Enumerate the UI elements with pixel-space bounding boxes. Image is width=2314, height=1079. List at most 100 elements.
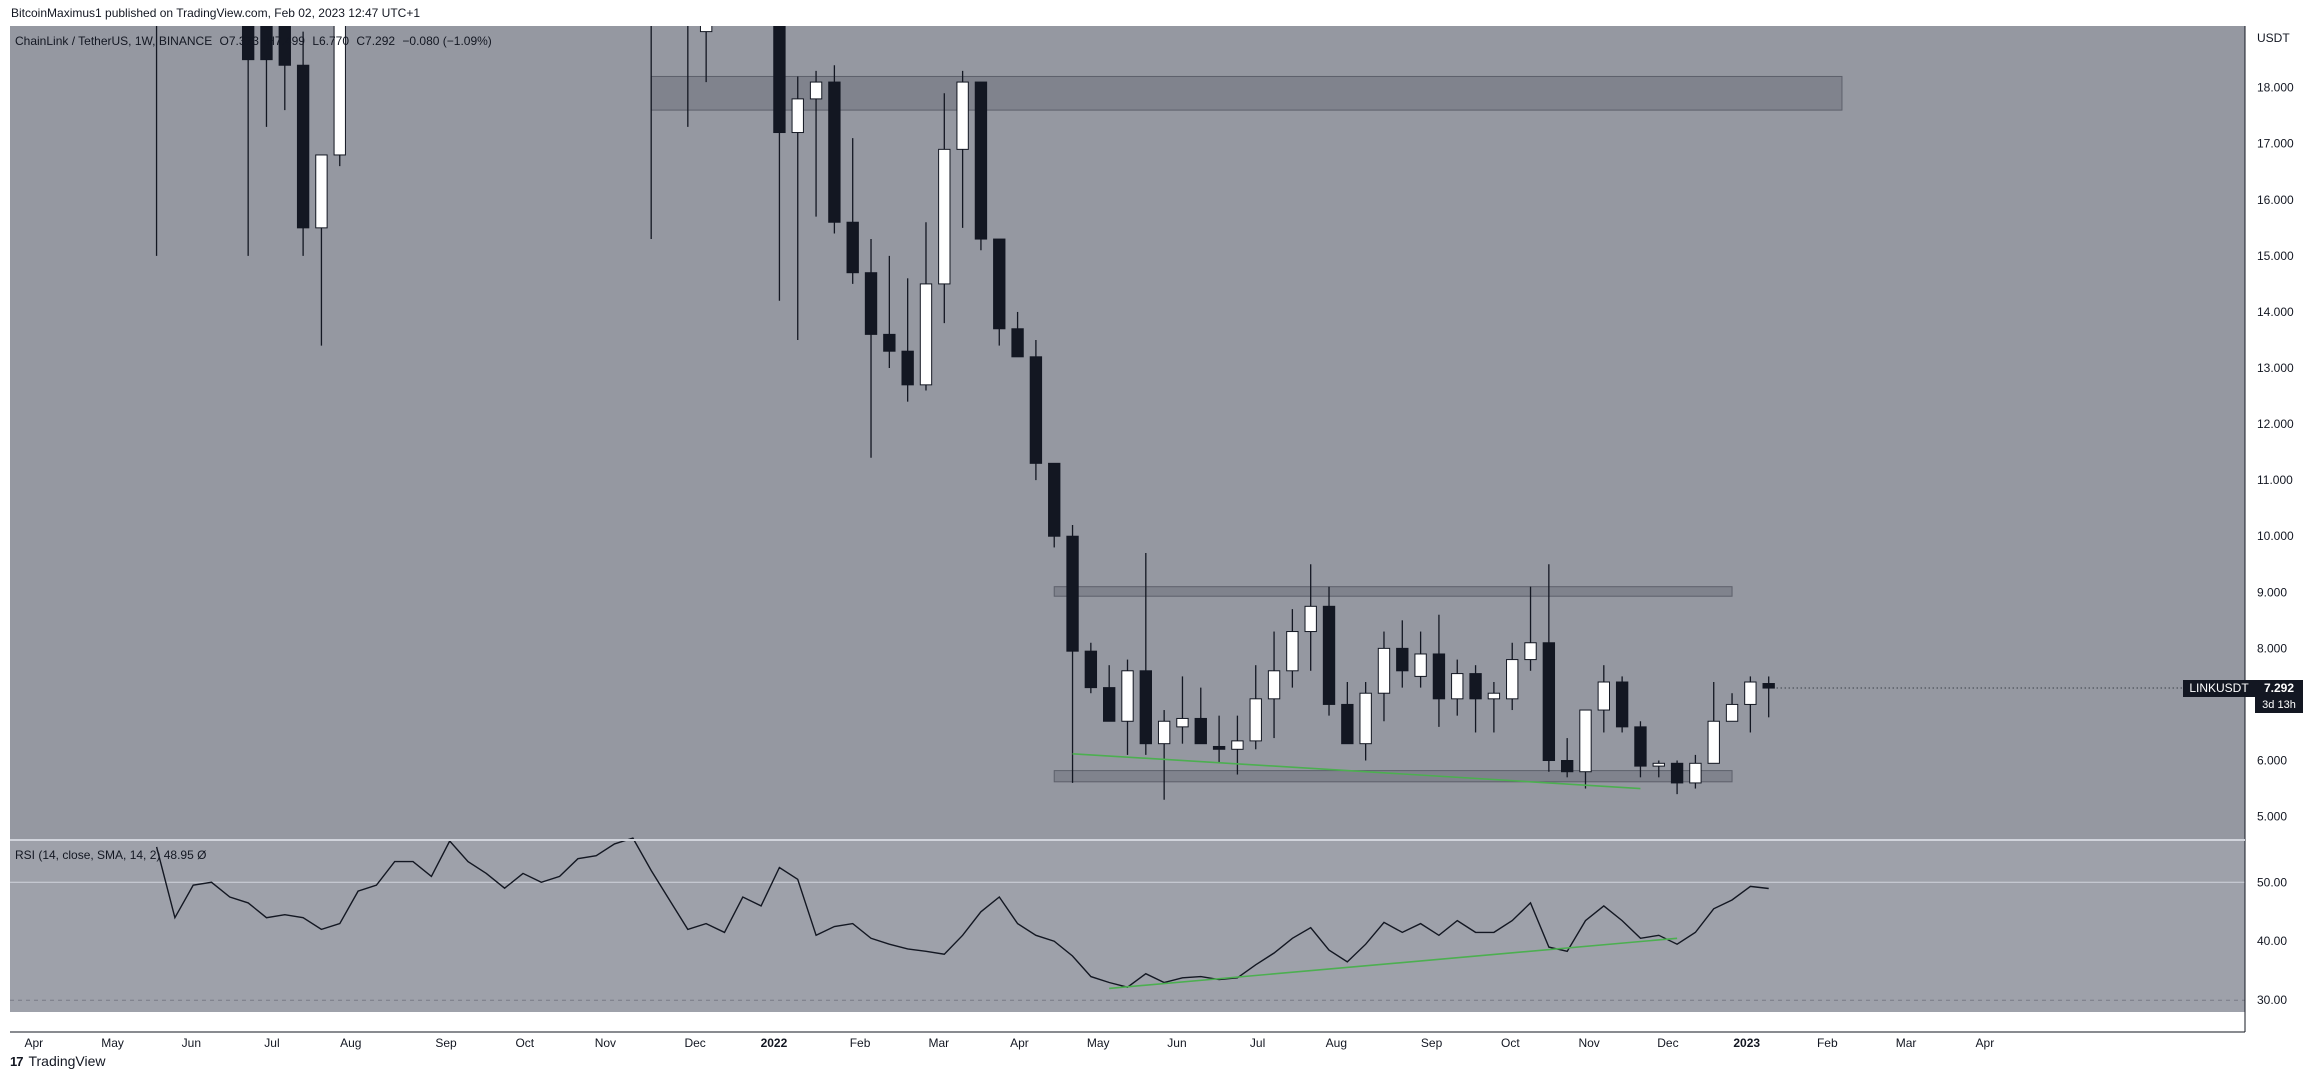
time-tick-label: Dec xyxy=(684,1036,705,1050)
price-tick-label: 18.000 xyxy=(2257,81,2294,95)
candle-body xyxy=(296,64,310,229)
candle-body xyxy=(315,154,328,229)
candle-body xyxy=(828,81,841,223)
tradingview-logo-icon: 17 xyxy=(10,1053,24,1069)
price-tick-label: 6.000 xyxy=(2257,754,2287,768)
candle-body xyxy=(901,350,914,386)
time-tick-label: Nov xyxy=(595,1036,616,1050)
candle-body xyxy=(1267,670,1281,700)
candle-body xyxy=(1689,762,1702,784)
rsi-tick-label: 30.00 xyxy=(2257,993,2287,1007)
candle-body xyxy=(1487,692,1501,700)
price-tick-label: 10.000 xyxy=(2257,529,2294,543)
candle-body xyxy=(1506,659,1519,700)
price-tag-symbol: LINKUSDT xyxy=(2183,680,2255,698)
candle-body xyxy=(1744,681,1757,705)
candle-body xyxy=(1084,650,1098,689)
time-tick-label: Feb xyxy=(850,1036,871,1050)
candle-body xyxy=(919,283,933,386)
candle-body xyxy=(1029,356,1043,464)
candle-body xyxy=(699,26,713,33)
candle-body xyxy=(1615,681,1629,728)
candle-body xyxy=(938,148,951,285)
time-tick-label: Aug xyxy=(340,1036,361,1050)
price-tick-label: 13.000 xyxy=(2257,361,2294,375)
trendlines-layer xyxy=(1072,687,2245,790)
time-tick-label: Sep xyxy=(435,1036,457,1050)
candle-body xyxy=(1121,670,1134,722)
time-tick-label: 2023 xyxy=(1733,1036,1760,1050)
candle-body xyxy=(956,81,969,150)
rsi-layer xyxy=(10,837,2245,1001)
axes-layer: USDT 18.000 17.000 16.000 15.000 14.000 13.000… xyxy=(10,26,2294,1050)
candle-body xyxy=(1139,670,1152,745)
candle-body xyxy=(278,26,291,66)
time-tick-label: Jun xyxy=(182,1036,201,1050)
candle-body xyxy=(260,26,273,61)
candle-body xyxy=(1432,653,1446,700)
candle-body xyxy=(1157,720,1171,745)
candle-body xyxy=(1725,703,1739,722)
time-tick-label: Jul xyxy=(1250,1036,1265,1050)
candle-body xyxy=(846,221,859,274)
tradingview-footer[interactable]: 17 TradingView xyxy=(10,1053,106,1069)
time-tick-label: Apr xyxy=(24,1036,43,1050)
candle-body xyxy=(1212,745,1226,750)
candle-body xyxy=(1194,717,1207,745)
candle-body xyxy=(1048,462,1061,537)
candle-body xyxy=(1414,653,1427,677)
time-tick-label: Feb xyxy=(1817,1036,1838,1050)
candle-body xyxy=(883,333,896,352)
candle-body xyxy=(1341,703,1354,745)
candle-body xyxy=(1451,673,1464,700)
candle-body xyxy=(1652,762,1665,767)
time-tick-label: May xyxy=(1087,1036,1110,1050)
rsi-trendline xyxy=(1109,937,1678,990)
price-tick-label: 8.000 xyxy=(2257,641,2287,655)
symbol-legend: ChainLink / TetherUS, 1W, BINANCE O7.373… xyxy=(15,34,496,48)
price-axis-currency: USDT xyxy=(2257,31,2290,45)
candle-body xyxy=(1469,673,1482,700)
candle-body xyxy=(1597,681,1610,711)
candle-body xyxy=(1670,762,1684,784)
time-tick-label: Mar xyxy=(928,1036,949,1050)
candle-body xyxy=(1542,642,1556,762)
rsi-pane xyxy=(10,841,2245,1012)
time-tick-label: Nov xyxy=(1578,1036,1599,1050)
price-tick-label: 9.000 xyxy=(2257,585,2287,599)
ohlc-low: L6.770 xyxy=(312,34,350,48)
candle-body xyxy=(1579,709,1592,773)
time-tick-label: Apr xyxy=(1010,1036,1029,1050)
candle-body xyxy=(1322,605,1336,705)
candle-body xyxy=(333,26,346,156)
candle-body xyxy=(1249,698,1262,742)
price-zone xyxy=(650,75,1843,111)
support-trendline xyxy=(1072,752,1641,790)
time-tick-label: Jun xyxy=(1167,1036,1186,1050)
price-zone xyxy=(1053,586,1733,597)
candle-body xyxy=(1524,642,1537,661)
candle-body xyxy=(1103,687,1116,722)
candle-body xyxy=(864,272,878,335)
candle-body xyxy=(1359,692,1372,745)
time-tick-label: Aug xyxy=(1326,1036,1347,1050)
time-tick-label: 2022 xyxy=(761,1036,788,1050)
symbol-title: ChainLink / TetherUS, 1W, BINANCE xyxy=(15,34,213,48)
price-tick-label: 14.000 xyxy=(2257,305,2294,319)
price-tick-label: 17.000 xyxy=(2257,137,2294,151)
zones-layer xyxy=(650,75,1843,783)
candle-body xyxy=(1560,760,1574,773)
candle-body xyxy=(1066,535,1079,652)
rsi-tick-label: 40.00 xyxy=(2257,934,2287,948)
candle-body xyxy=(974,81,988,240)
candle-body xyxy=(1286,631,1299,672)
candle-body xyxy=(1176,717,1189,728)
candle-body xyxy=(1377,647,1391,694)
rsi-tick-label: 50.00 xyxy=(2257,875,2287,889)
time-tick-label: May xyxy=(101,1036,124,1050)
candle-body xyxy=(993,238,1006,330)
time-tick-label: Jul xyxy=(264,1036,279,1050)
candle-body xyxy=(1304,605,1317,633)
ohlc-change: −0.080 (−1.09%) xyxy=(402,34,492,48)
